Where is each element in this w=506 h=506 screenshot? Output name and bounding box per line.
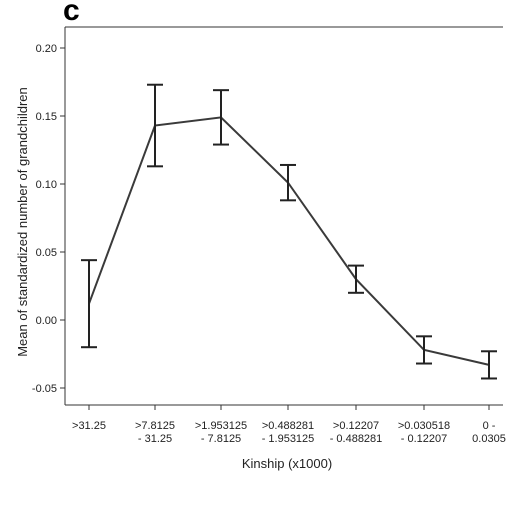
x-tick-label: >0.488281- 1.953125 <box>262 420 315 445</box>
panel-letter: c <box>63 0 80 27</box>
x-tick-label: >1.953125- 7.8125 <box>195 420 247 445</box>
x-tick-label: 0 -0.0305 <box>472 420 506 445</box>
error-bar <box>280 163 296 202</box>
error-bar <box>147 83 163 168</box>
x-tick-label: >31.25 <box>72 420 106 432</box>
y-tick-label: 0.00 <box>36 315 57 327</box>
x-axis-ticks: >31.25 >7.8125- 31.25 >1.953125- 7.8125 >0.… <box>72 405 506 445</box>
x-tick-label: >7.8125- 31.25 <box>135 420 175 445</box>
error-bar <box>348 264 364 294</box>
mean-line <box>88 116 490 366</box>
series <box>81 83 497 380</box>
y-tick-label: 0.05 <box>36 247 57 259</box>
error-bar <box>416 335 432 365</box>
x-tick-label: >0.030518- 0.12207 <box>398 420 450 445</box>
axes <box>64 26 503 406</box>
y-tick-label: 0.10 <box>36 179 57 191</box>
x-axis-label: Kinship (x1000) <box>242 456 332 471</box>
x-tick-label: >0.12207- 0.488281 <box>330 420 383 445</box>
y-axis-ticks: -0.05 0.00 0.05 0.10 0.15 0.20 <box>32 43 65 395</box>
error-bar <box>213 89 229 146</box>
y-tick-label: 0.20 <box>36 43 57 55</box>
y-tick-label: -0.05 <box>32 383 57 395</box>
y-axis-label: Mean of standardized number of grandchil… <box>15 87 30 357</box>
error-bar <box>81 259 97 349</box>
error-bar <box>481 350 497 380</box>
y-tick-label: 0.15 <box>36 111 57 123</box>
